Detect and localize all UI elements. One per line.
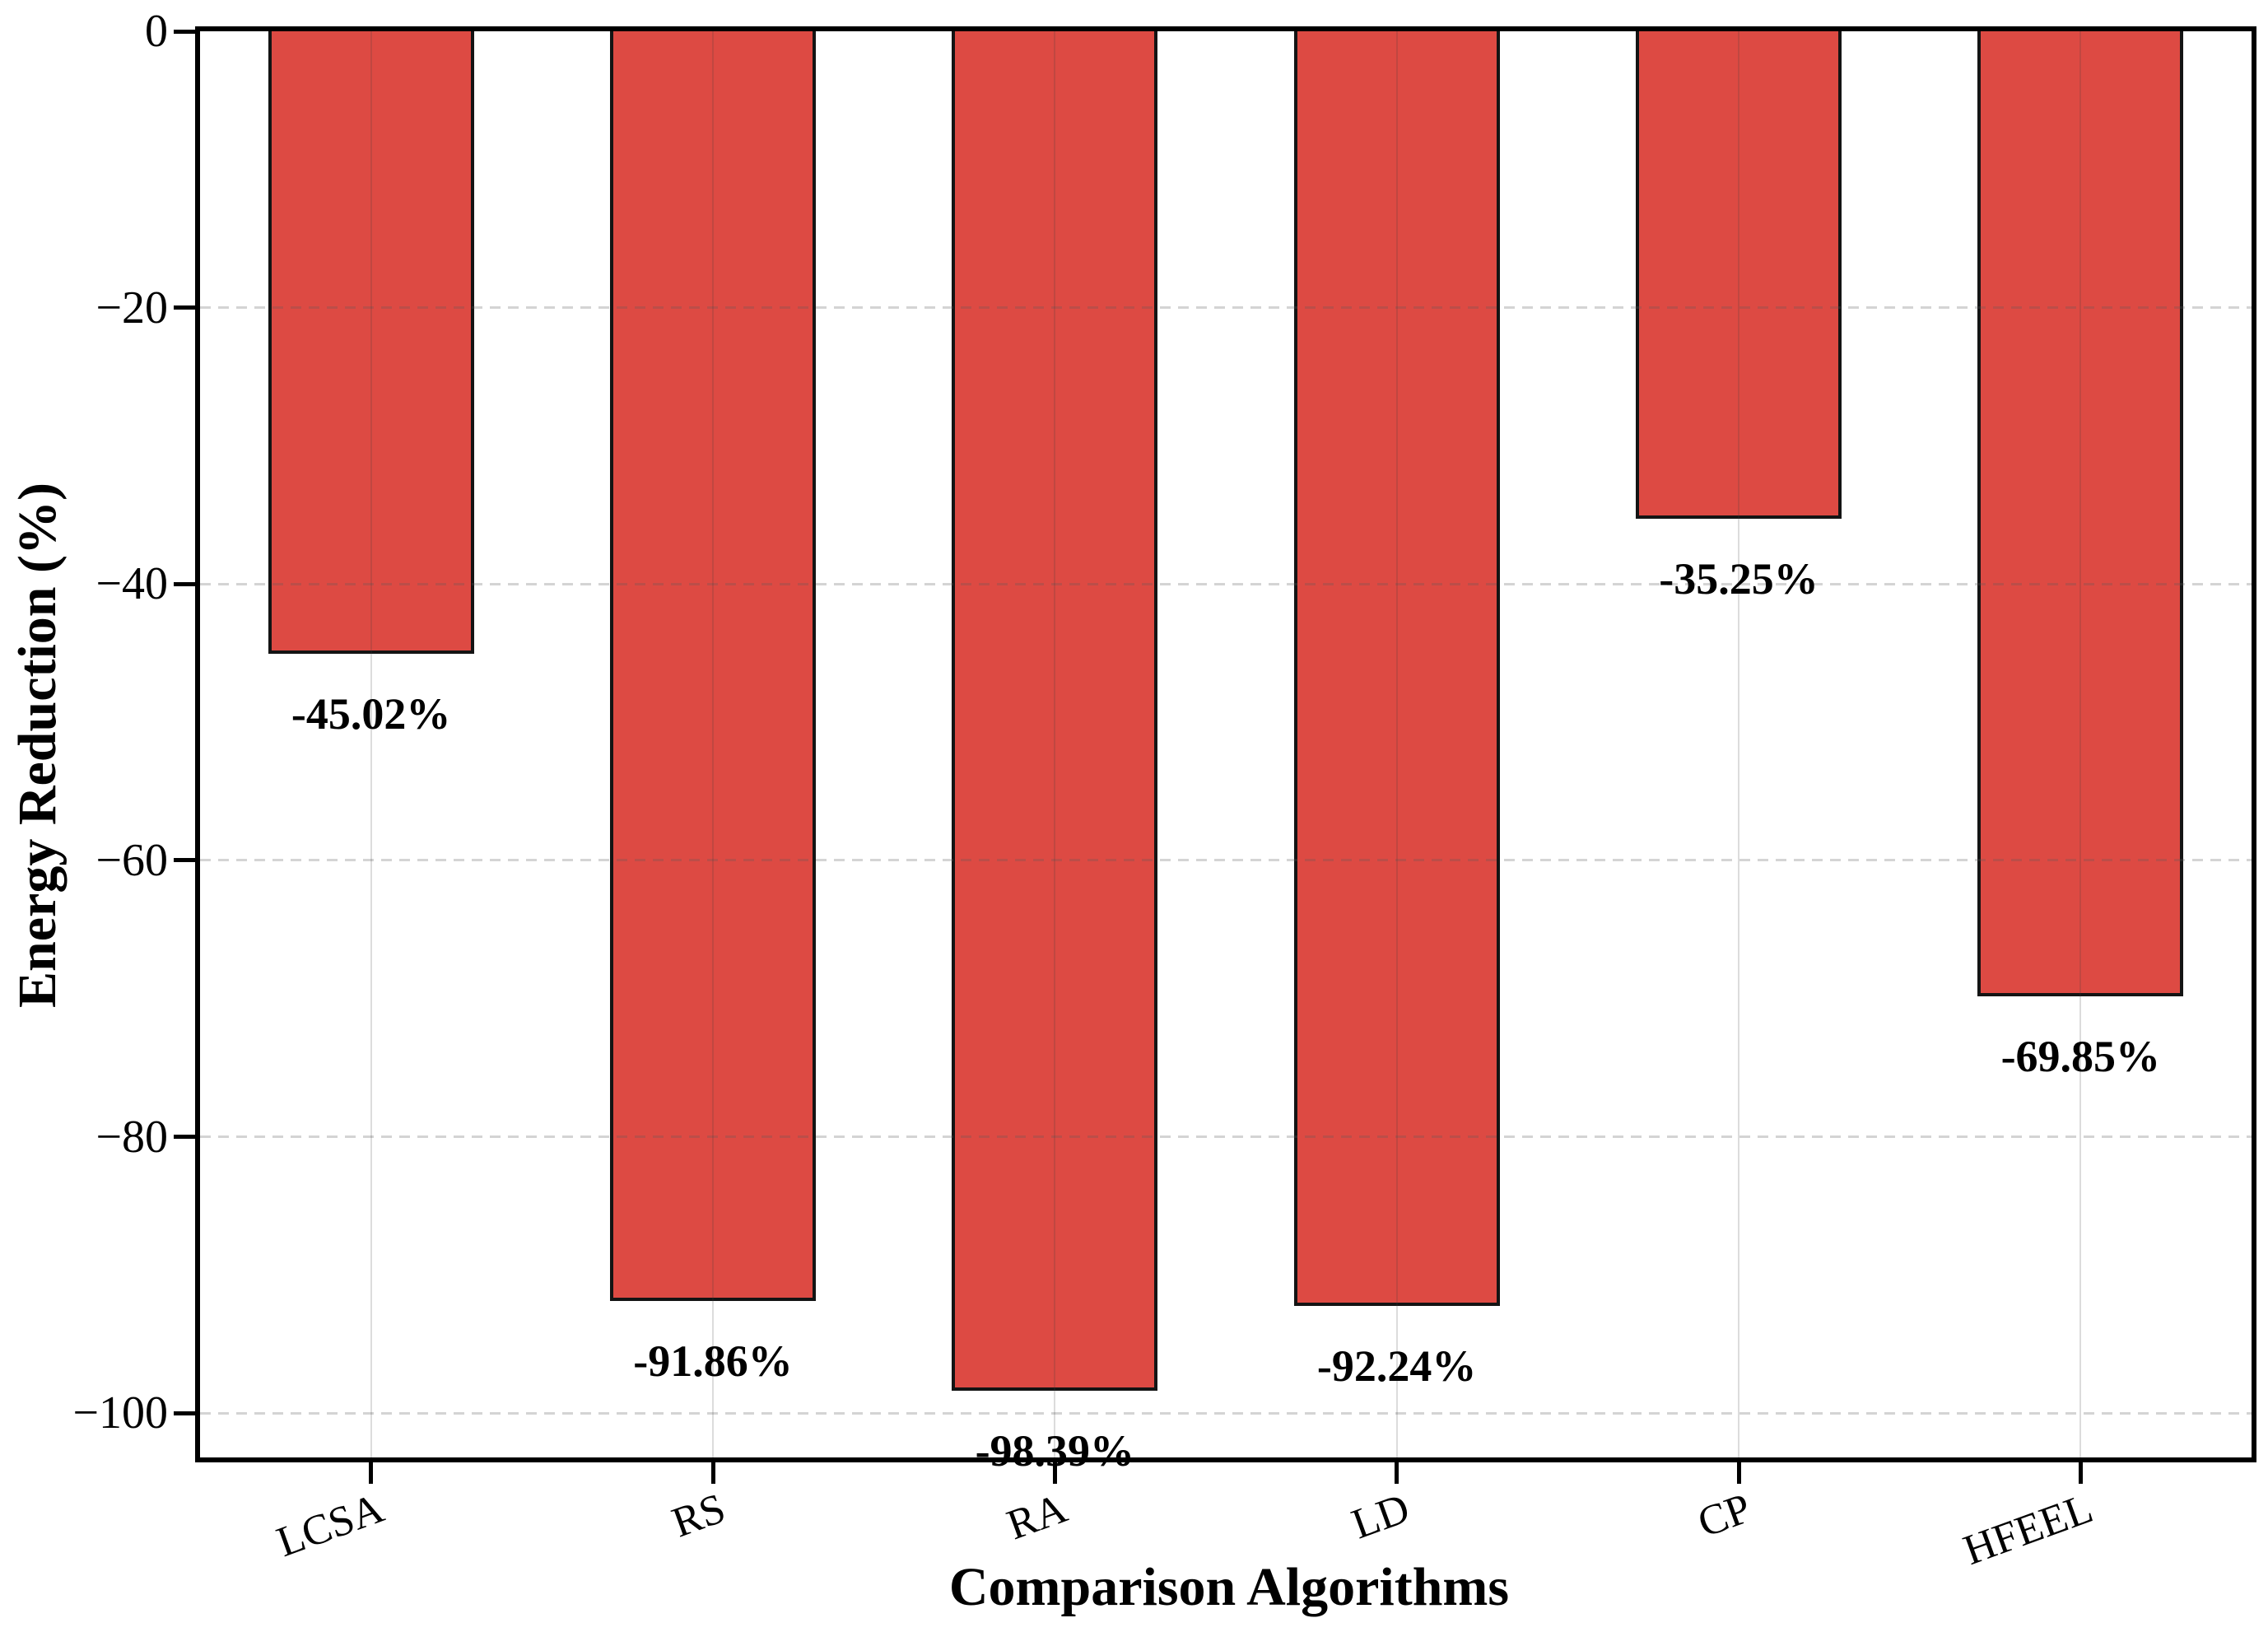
x-tick [1395, 1462, 1399, 1484]
bar-value-label: -92.24% [1316, 1341, 1477, 1392]
bar [1977, 31, 2184, 997]
x-tick-label: HFEEL [1958, 1485, 2099, 1575]
y-tick-label: −60 [95, 834, 168, 886]
y-tick [174, 1135, 195, 1140]
x-tick-label: LCSA [270, 1485, 390, 1567]
h-gridline [200, 306, 2252, 310]
x-tick-label: LD [1345, 1485, 1416, 1549]
bar-value-label: -35.25% [1659, 553, 1819, 604]
y-tick-label: −80 [95, 1111, 168, 1163]
x-tick-label: CP [1692, 1485, 1758, 1547]
h-gridline [200, 1411, 2252, 1415]
y-tick [174, 29, 195, 34]
bar-value-label: -45.02% [291, 688, 451, 739]
x-tick-label: RA [1001, 1485, 1073, 1550]
bar [268, 31, 474, 654]
v-gridline [1054, 31, 1056, 1457]
v-gridline [370, 31, 372, 1457]
y-tick-label: −20 [95, 282, 168, 333]
x-tick [1736, 1462, 1741, 1484]
y-tick-label: 0 [145, 6, 168, 57]
v-gridline [1738, 31, 1739, 1457]
y-tick [174, 858, 195, 863]
x-tick [710, 1462, 715, 1484]
v-gridline [2079, 31, 2082, 1457]
bar [1293, 31, 1500, 1307]
y-tick [174, 581, 195, 586]
h-gridline [200, 1135, 2252, 1139]
y-tick [174, 1411, 195, 1415]
bar-value-label: -91.86% [633, 1336, 793, 1386]
h-gridline [200, 582, 2252, 585]
x-tick [2078, 1462, 2083, 1484]
v-gridline [712, 31, 714, 1457]
v-gridline [1395, 31, 1398, 1457]
bar-value-label: -69.85% [2000, 1032, 2161, 1082]
x-axis-title: Comparison Algorithms [948, 1557, 1510, 1617]
bar [952, 31, 1158, 1392]
x-tick-label: RS [666, 1485, 732, 1547]
bar [610, 31, 816, 1301]
y-tick-label: −40 [95, 558, 168, 610]
y-tick [174, 305, 195, 310]
y-tick-label: −100 [72, 1387, 168, 1439]
x-tick [369, 1462, 374, 1484]
x-tick [1052, 1462, 1057, 1484]
h-gridline [200, 859, 2252, 862]
bar [1636, 31, 1842, 519]
